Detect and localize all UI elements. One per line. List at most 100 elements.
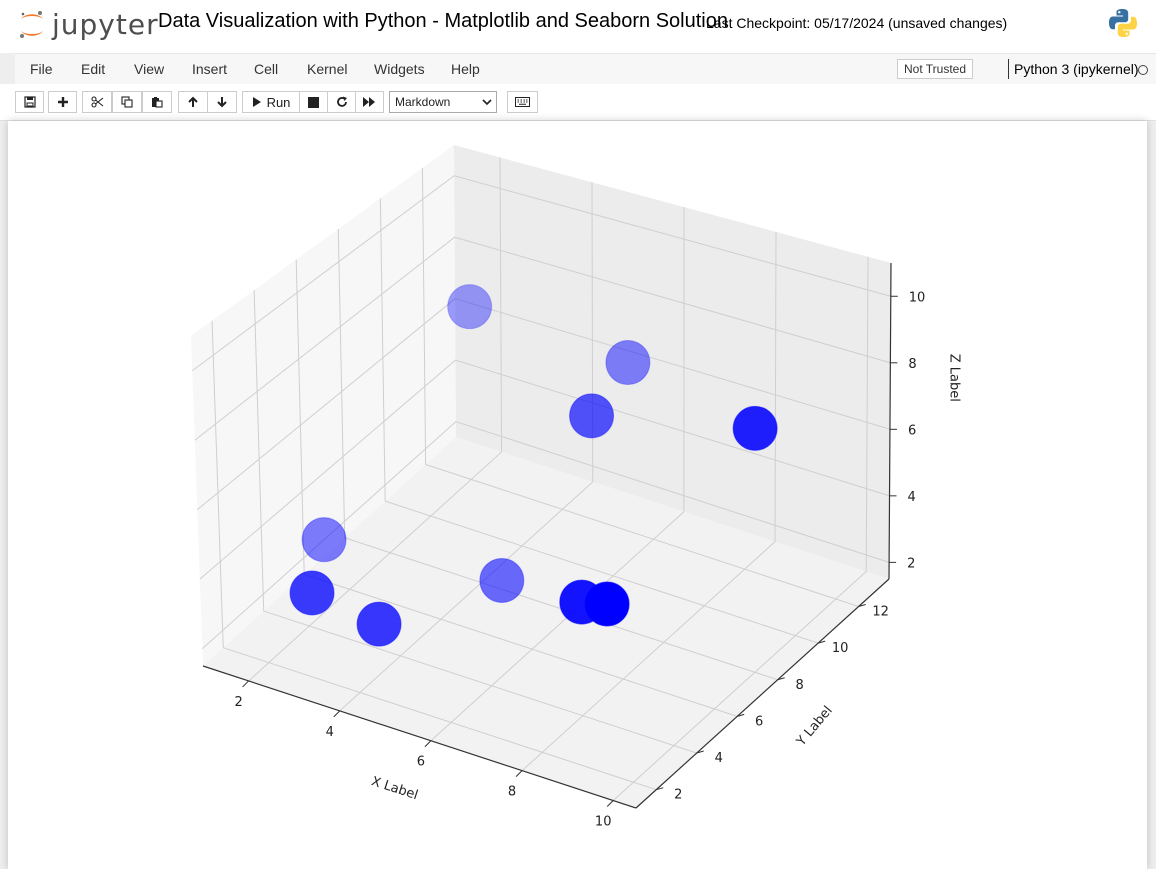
y-tick-label: 12 (872, 604, 889, 619)
z-tick-label: 10 (909, 290, 926, 305)
menu-view[interactable]: View (134, 61, 165, 77)
scatter-point (569, 393, 615, 439)
scatter-point (479, 557, 525, 603)
y-tick-mark (818, 640, 826, 644)
x-tick-label: 8 (508, 785, 516, 800)
x-tick-label: 10 (595, 815, 612, 830)
y-axis-line (635, 578, 890, 809)
paste-icon (152, 97, 163, 108)
command-palette-button[interactable] (507, 91, 538, 113)
menu-help[interactable]: Help (451, 61, 480, 77)
x-tick-mark (515, 770, 523, 777)
stop-icon (308, 96, 319, 108)
notebook-container: 2 4 6 8 10 2 4 6 8 10 12 2 4 6 8 10 X Label Y Label Z L… (8, 121, 1147, 869)
y-gridline (379, 198, 819, 644)
chevron-down-icon (482, 99, 492, 106)
toolbar: Run Markdown (0, 84, 1156, 121)
menu-widgets[interactable]: Widgets (374, 61, 425, 77)
move-up-button[interactable] (178, 91, 208, 113)
copy-button[interactable] (112, 91, 142, 113)
scatter-point (447, 284, 493, 330)
cut-icon (90, 96, 103, 108)
y-tick-label: 6 (755, 714, 763, 729)
z-axis-label: Z Label (946, 354, 961, 402)
x-tick-mark (606, 800, 614, 807)
z-gridline (194, 236, 891, 441)
scatter-point (289, 570, 335, 616)
y-tick-mark (858, 603, 866, 607)
scatter-point (301, 517, 347, 563)
interrupt-button[interactable] (299, 91, 328, 113)
y-tick-label: 4 (715, 751, 723, 766)
kernel-name[interactable]: Python 3 (ipykernel) (1008, 59, 1139, 79)
back-pane (454, 145, 891, 579)
axes-grid (191, 157, 891, 801)
copy-icon (121, 96, 133, 108)
move-down-icon (217, 97, 227, 108)
scatter-point (356, 601, 402, 647)
add-cell-button[interactable] (48, 91, 77, 113)
z-tick-label: 2 (907, 556, 915, 571)
scatter-3d-plot: 2 4 6 8 10 2 4 6 8 10 12 2 4 6 8 10 X Label Y Label Z L… (191, 145, 961, 830)
paste-button[interactable] (142, 91, 172, 113)
menu-file[interactable]: File (30, 61, 53, 77)
axes-lines (202, 262, 892, 809)
x-tick-mark (333, 710, 341, 718)
scatter-point (732, 405, 778, 451)
notebook-title[interactable]: Data Visualization with Python - Matplot… (158, 10, 728, 32)
menu-insert[interactable]: Insert (192, 61, 228, 77)
x-tick-label: 2 (234, 695, 242, 710)
cell-type-select[interactable]: Markdown (389, 91, 497, 113)
menubar: File Edit View Insert Cell Kernel Widget… (15, 53, 1156, 85)
x-gridline (612, 256, 869, 801)
menu-edit[interactable]: Edit (81, 61, 106, 77)
jupyter-logo-text: jupyter (52, 8, 159, 41)
x-axis-line (202, 665, 637, 809)
trust-status-button[interactable]: Not Trusted (897, 59, 974, 79)
y-tick-mark (777, 677, 785, 681)
y-tick-label: 10 (832, 641, 849, 656)
y-tick-label: 2 (674, 788, 682, 803)
z-gridline (199, 359, 890, 580)
y-gridline (253, 290, 697, 754)
y-tick-mark (696, 750, 704, 754)
x-tick-mark (242, 680, 249, 688)
left-pane (191, 145, 456, 666)
python-logo-icon (1109, 9, 1137, 37)
restart-run-all-button[interactable] (355, 91, 384, 113)
restart-button[interactable] (327, 91, 356, 113)
x-gridline (430, 207, 685, 742)
run-button[interactable]: Run (242, 91, 300, 113)
x-tick-mark (424, 740, 432, 748)
fast-forward-icon (363, 97, 375, 107)
move-down-button[interactable] (207, 91, 237, 113)
keyboard-icon (515, 97, 530, 107)
checkpoint-status: Last Checkpoint: 05/17/2024 (unsaved cha… (706, 15, 1008, 31)
kernel-idle-icon (1138, 65, 1148, 75)
x-gridline (339, 182, 594, 712)
run-icon (252, 97, 261, 107)
menu-cell[interactable]: Cell (254, 61, 279, 77)
y-tick-mark (737, 713, 745, 717)
axes-panes (191, 145, 891, 808)
run-button-label: Run (266, 94, 291, 110)
x-tick-label: 6 (417, 755, 425, 770)
z-axis-line (888, 262, 892, 580)
y-tick-label: 8 (796, 678, 804, 693)
save-button[interactable] (15, 91, 44, 113)
z-tick-label: 4 (908, 490, 916, 505)
save-icon (23, 96, 36, 108)
y-tick-mark (656, 787, 664, 791)
axes-ticks: 2 4 6 8 10 2 4 6 8 10 12 2 4 6 8 10 (234, 290, 925, 829)
y-gridline (421, 167, 859, 607)
move-up-icon (188, 96, 198, 107)
x-axis-label: X Label (369, 774, 419, 803)
jupyter-logo[interactable]: jupyter (18, 6, 158, 46)
y-gridline (211, 320, 657, 791)
floor-pane (203, 437, 889, 808)
menu-kernel[interactable]: Kernel (307, 61, 348, 77)
header: jupyter Data Visualization with Python -… (0, 0, 1156, 53)
z-gridline (202, 421, 890, 650)
scatter-points (289, 284, 778, 647)
cut-button[interactable] (82, 91, 112, 113)
